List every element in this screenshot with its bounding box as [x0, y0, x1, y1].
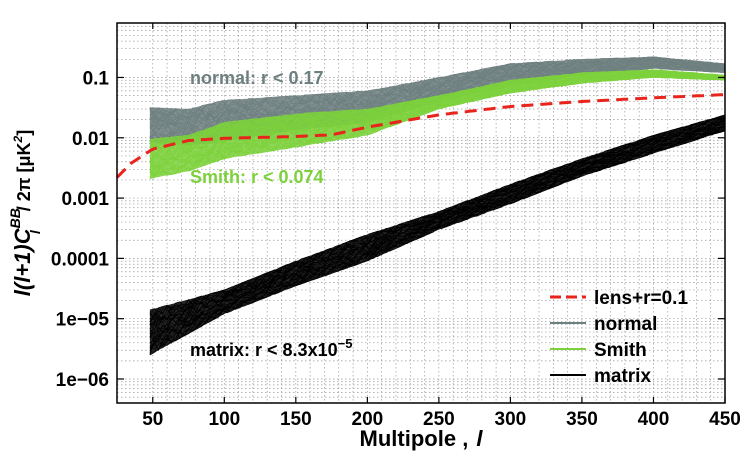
series-line-smith: [149, 71, 725, 158]
y-tick-label: 1e−05: [56, 310, 110, 331]
data-lines: [115, 93, 724, 179]
annotations: normal: r < 0.17 Smith: r < 0.074 matrix…: [190, 68, 352, 360]
annotation-smith: Smith: r < 0.074: [190, 167, 324, 187]
series-line-smith: [149, 69, 726, 146]
series-line-smith: [149, 72, 726, 164]
legend: lens+r=0.1 normal Smith matrix: [550, 288, 688, 387]
annotation-matrix: matrix: r < 8.3x10−5: [190, 336, 352, 360]
legend-label-smith: Smith: [594, 340, 647, 361]
y-tick-label: 0.001: [61, 189, 109, 210]
legend-label-lensr: lens+r=0.1: [594, 288, 688, 309]
series-line-matrix: [149, 127, 726, 348]
series-line-smith: [149, 69, 726, 142]
series-line-normal: [149, 56, 726, 115]
x-axis-title: Multipole , l: [360, 426, 484, 451]
x-tick-label: 450: [709, 409, 741, 430]
x-axis-title-text: Multipole ,: [360, 426, 469, 451]
x-tick-label: 400: [638, 409, 670, 430]
axis-ticks: 50 100 150 200 250 300 350 400 450 1e−06 1e−05 0.00…: [51, 23, 741, 430]
y-axis-title-sup: BB: [7, 208, 23, 228]
series-line-normal: [149, 57, 726, 122]
annotation-normal: normal: r < 0.17: [190, 68, 324, 88]
annotation-matrix-text: matrix: r < 8.3x10: [190, 340, 338, 360]
series-line-smith: [149, 75, 726, 175]
y-axis-title-main: l(l+1)C: [10, 227, 35, 296]
annotation-matrix-exponent: −5: [338, 336, 353, 351]
y-axis-title-tail: / 2π [μK: [14, 142, 34, 216]
series-line-matrix: [149, 117, 726, 320]
x-tick-label: 300: [495, 409, 527, 430]
x-tick-label: 50: [142, 409, 163, 430]
y-axis-title-end: ]: [14, 130, 34, 136]
series-line-lens: [115, 93, 724, 179]
y-axis-title: l(l+1)CBB l / 2π [μK2]: [7, 130, 43, 296]
x-tick-label: 350: [566, 409, 598, 430]
y-axis-title-sub: l: [27, 229, 43, 234]
y-tick-label: 1e−06: [56, 370, 109, 391]
x-tick-label: 100: [208, 409, 240, 430]
band-smith: [149, 69, 725, 179]
y-tick-label: 0.1: [83, 68, 110, 89]
x-tick-label: 250: [423, 409, 455, 430]
data-bands: [149, 56, 726, 356]
y-tick-label: 0.01: [72, 129, 109, 150]
series-line-matrix: [149, 114, 726, 317]
legend-label-normal: normal: [594, 314, 657, 335]
y-axis-title-tail-sup: 2: [11, 135, 25, 143]
x-axis-title-symbol: l: [476, 426, 483, 451]
plot-frame: [116, 22, 726, 404]
legend-label-matrix: matrix: [594, 366, 651, 387]
y-tick-label: 0.0001: [51, 249, 110, 270]
x-tick-label: 150: [280, 409, 312, 430]
series-line-matrix: [149, 122, 726, 338]
x-tick-label: 200: [352, 409, 384, 430]
